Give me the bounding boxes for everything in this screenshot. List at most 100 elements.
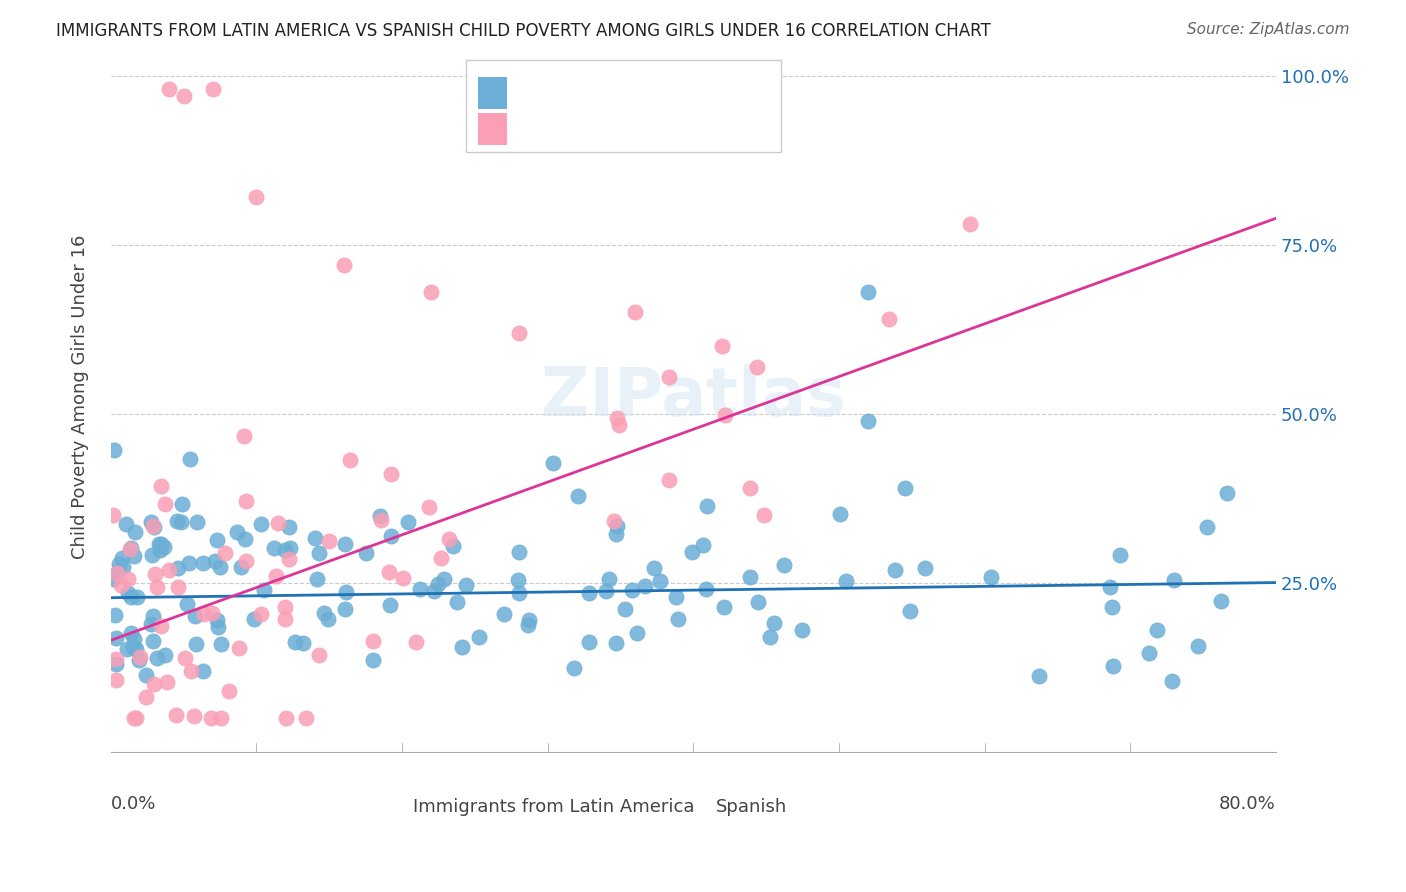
Point [193, 607, 215, 622]
Point [437, 533, 460, 547]
Point [492, 607, 515, 621]
Point [380, 467, 402, 482]
Point [204, 554, 226, 568]
Point [104, 673, 127, 687]
Point [245, 190, 267, 204]
Point [200, 711, 222, 725]
Point [900, 604, 922, 618]
Point [894, 481, 917, 495]
Point [316, 612, 339, 626]
Y-axis label: Child Poverty Among Girls Under 16: Child Poverty Among Girls Under 16 [72, 235, 89, 559]
Point [243, 612, 266, 626]
Point [173, 88, 195, 103]
Point [124, 524, 146, 539]
FancyBboxPatch shape [467, 60, 780, 152]
Text: Spanish: Spanish [716, 798, 787, 816]
Point [713, 599, 735, 614]
Point [110, 578, 132, 592]
Point [578, 634, 600, 648]
Text: IMMIGRANTS FROM LATIN AMERICA VS SPANISH CHILD POVERTY AMONG GIRLS UNDER 16 CORR: IMMIGRANTS FROM LATIN AMERICA VS SPANISH… [56, 22, 991, 40]
Point [264, 568, 287, 582]
Point [233, 429, 256, 443]
Point [304, 532, 326, 546]
Point [139, 616, 162, 631]
Point [380, 529, 402, 543]
Point [312, 607, 335, 621]
Point [613, 602, 636, 616]
Point [426, 577, 449, 591]
Point [609, 418, 631, 433]
Point [446, 595, 468, 609]
FancyBboxPatch shape [478, 112, 508, 145]
Point [714, 408, 737, 422]
Point [517, 613, 540, 627]
Point [643, 560, 665, 574]
Point [120, 591, 142, 605]
Point [110, 550, 132, 565]
Point [747, 595, 769, 609]
Point [418, 500, 440, 515]
Point [184, 609, 207, 624]
Text: 0.120: 0.120 [571, 82, 628, 101]
Point [226, 524, 249, 539]
Point [1195, 520, 1218, 534]
Point [166, 514, 188, 528]
Point [626, 625, 648, 640]
Text: 80.0%: 80.0% [1219, 795, 1277, 813]
Point [120, 541, 142, 556]
Point [856, 285, 879, 299]
Point [772, 558, 794, 572]
Point [333, 601, 356, 615]
Point [118, 541, 141, 556]
Point [508, 545, 530, 559]
Point [405, 635, 427, 649]
Point [153, 540, 176, 554]
Point [361, 634, 384, 648]
Point [150, 536, 173, 550]
Point [105, 566, 128, 580]
Point [1108, 548, 1130, 562]
Point [253, 583, 276, 598]
Text: Source: ZipAtlas.com: Source: ZipAtlas.com [1187, 22, 1350, 37]
Point [186, 636, 208, 650]
FancyBboxPatch shape [478, 112, 508, 145]
Point [692, 538, 714, 552]
Point [179, 452, 201, 467]
Point [278, 552, 301, 566]
Point [605, 527, 627, 541]
Point [277, 520, 299, 534]
Point [228, 641, 250, 656]
Point [250, 607, 273, 622]
Point [1139, 646, 1161, 660]
Point [274, 600, 297, 615]
Point [141, 548, 163, 562]
Point [183, 708, 205, 723]
FancyBboxPatch shape [699, 784, 728, 813]
Point [207, 620, 229, 634]
Point [856, 413, 879, 427]
Point [235, 554, 257, 568]
Point [335, 585, 357, 599]
FancyBboxPatch shape [478, 78, 508, 109]
Point [155, 648, 177, 662]
Point [233, 533, 256, 547]
Point [263, 541, 285, 556]
Point [745, 360, 768, 375]
Point [278, 541, 301, 555]
Text: N = 143: N = 143 [641, 82, 721, 101]
Point [759, 631, 782, 645]
Text: Immigrants from Latin America: Immigrants from Latin America [413, 798, 695, 816]
Point [914, 561, 936, 575]
Point [308, 648, 330, 662]
Point [176, 597, 198, 611]
Point [205, 533, 228, 547]
Point [179, 556, 201, 570]
Point [170, 515, 193, 529]
Point [877, 311, 900, 326]
Point [157, 563, 180, 577]
Point [180, 664, 202, 678]
Point [105, 632, 128, 646]
Point [377, 565, 399, 579]
Point [135, 668, 157, 682]
Point [218, 684, 240, 698]
